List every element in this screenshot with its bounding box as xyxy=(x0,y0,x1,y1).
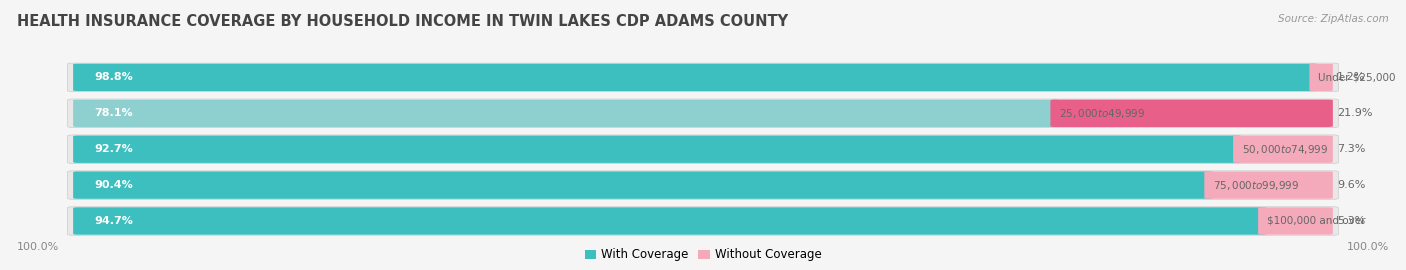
FancyBboxPatch shape xyxy=(67,135,1339,163)
FancyBboxPatch shape xyxy=(73,64,1333,91)
FancyBboxPatch shape xyxy=(1205,171,1333,199)
FancyBboxPatch shape xyxy=(67,99,1339,127)
Text: 1.2%: 1.2% xyxy=(1337,72,1365,82)
FancyBboxPatch shape xyxy=(67,171,1339,199)
FancyBboxPatch shape xyxy=(67,207,1339,235)
Text: 21.9%: 21.9% xyxy=(1337,108,1372,118)
FancyBboxPatch shape xyxy=(73,207,1333,235)
Text: 98.8%: 98.8% xyxy=(94,72,134,82)
Text: $50,000 to $74,999: $50,000 to $74,999 xyxy=(1241,143,1327,156)
Text: 90.4%: 90.4% xyxy=(94,180,134,190)
FancyBboxPatch shape xyxy=(1309,64,1333,91)
FancyBboxPatch shape xyxy=(73,100,1333,127)
FancyBboxPatch shape xyxy=(1233,136,1333,163)
Text: 100.0%: 100.0% xyxy=(1347,242,1389,252)
Text: 94.7%: 94.7% xyxy=(94,216,134,226)
Text: 78.1%: 78.1% xyxy=(94,108,132,118)
FancyBboxPatch shape xyxy=(73,136,1241,163)
FancyBboxPatch shape xyxy=(1050,100,1333,127)
FancyBboxPatch shape xyxy=(67,63,1339,92)
Text: $25,000 to $49,999: $25,000 to $49,999 xyxy=(1059,107,1144,120)
FancyBboxPatch shape xyxy=(73,100,1059,127)
Text: 5.3%: 5.3% xyxy=(1337,216,1365,226)
FancyBboxPatch shape xyxy=(73,136,1333,163)
Text: 9.6%: 9.6% xyxy=(1337,180,1365,190)
Text: $75,000 to $99,999: $75,000 to $99,999 xyxy=(1213,178,1299,192)
Text: HEALTH INSURANCE COVERAGE BY HOUSEHOLD INCOME IN TWIN LAKES CDP ADAMS COUNTY: HEALTH INSURANCE COVERAGE BY HOUSEHOLD I… xyxy=(17,14,787,29)
Text: $100,000 and over: $100,000 and over xyxy=(1267,216,1365,226)
FancyBboxPatch shape xyxy=(1258,207,1333,235)
Text: Under $25,000: Under $25,000 xyxy=(1317,72,1395,82)
FancyBboxPatch shape xyxy=(73,171,1213,199)
Text: 100.0%: 100.0% xyxy=(17,242,59,252)
FancyBboxPatch shape xyxy=(73,64,1317,91)
FancyBboxPatch shape xyxy=(73,207,1267,235)
Text: 92.7%: 92.7% xyxy=(94,144,134,154)
Text: Source: ZipAtlas.com: Source: ZipAtlas.com xyxy=(1278,14,1389,23)
Text: 7.3%: 7.3% xyxy=(1337,144,1365,154)
Legend: With Coverage, Without Coverage: With Coverage, Without Coverage xyxy=(585,248,821,261)
FancyBboxPatch shape xyxy=(73,171,1333,199)
